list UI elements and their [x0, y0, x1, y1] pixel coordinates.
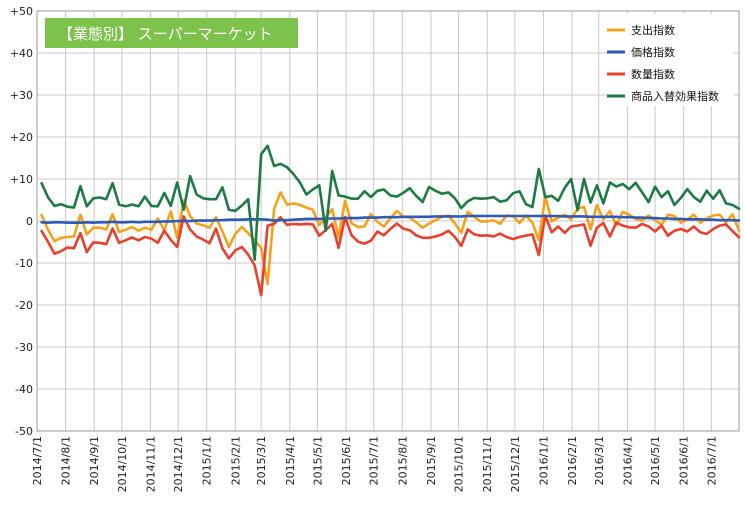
series-line [40, 214, 741, 297]
legend-label: 商品入替効果指数 [631, 89, 719, 103]
y-axis-ticks: +50 +40 +30 +20 +10 0 -10 -20 -30 -40 -50 [10, 5, 33, 438]
x-tick-label: 2015/11/1 [481, 436, 494, 492]
y-tick-label: -40 [15, 383, 33, 396]
x-tick-label: 2015/3/1 [255, 436, 268, 485]
x-tick-label: 2015/4/1 [284, 436, 297, 485]
x-tick-label: 2016/1/1 [537, 436, 550, 485]
legend-label: 数量指数 [631, 67, 675, 81]
x-tick-label: 2016/5/1 [649, 436, 662, 485]
series-line [40, 144, 741, 261]
legend-label: 価格指数 [631, 45, 675, 59]
x-tick-label: 2015/2/1 [229, 436, 242, 485]
x-tick-label: 2015/5/1 [311, 436, 324, 485]
chart-title-box: 【業態別】 スーパーマーケット [45, 18, 298, 48]
x-tick-label: 2015/6/1 [340, 436, 353, 485]
x-axis-ticks: 2014/7/1 2014/8/1 2014/9/1 2014/10/1 2014/11… [31, 436, 718, 492]
legend-label: 支出指数 [631, 23, 675, 37]
x-tick-label: 2016/6/1 [678, 436, 691, 485]
y-tick-label: -50 [15, 425, 33, 438]
x-tick-label: 2014/10/1 [116, 436, 129, 492]
x-tick-label: 2016/4/1 [621, 436, 634, 485]
y-tick-label: +20 [10, 131, 33, 144]
x-tick-label: 2015/1/1 [201, 436, 214, 485]
x-tick-label: 2015/10/1 [453, 436, 466, 492]
x-tick-label: 2014/11/1 [144, 436, 157, 492]
y-tick-label: -20 [15, 299, 33, 312]
chart-title: 【業態別】 スーパーマーケット [58, 25, 273, 43]
y-tick-label: +50 [10, 5, 33, 18]
series-line [40, 214, 741, 224]
y-tick-label: +10 [10, 173, 33, 186]
y-tick-label: -30 [15, 341, 33, 354]
x-tick-label: 2014/8/1 [60, 436, 73, 485]
x-tick-label: 2015/7/1 [368, 436, 381, 485]
x-tick-label: 2016/2/1 [566, 436, 579, 485]
y-tick-label: -10 [15, 257, 33, 270]
x-tick-label: 2015/9/1 [425, 436, 438, 485]
x-tick-label: 2015/8/1 [396, 436, 409, 485]
chart-title-background [45, 18, 298, 48]
x-tick-label: 2016/3/1 [593, 436, 606, 485]
y-tick-label: 0 [26, 215, 33, 228]
x-tick-label: 2014/12/1 [172, 436, 185, 492]
x-tick-label: 2014/9/1 [88, 436, 101, 485]
legend-background [607, 14, 734, 106]
y-tick-label: +40 [10, 47, 33, 60]
x-tick-label: 2016/7/1 [705, 436, 718, 485]
y-tick-label: +30 [10, 89, 33, 102]
series-lines [40, 144, 741, 297]
x-tick-label: 2015/12/1 [509, 436, 522, 492]
x-tick-label: 2014/7/1 [31, 436, 44, 485]
